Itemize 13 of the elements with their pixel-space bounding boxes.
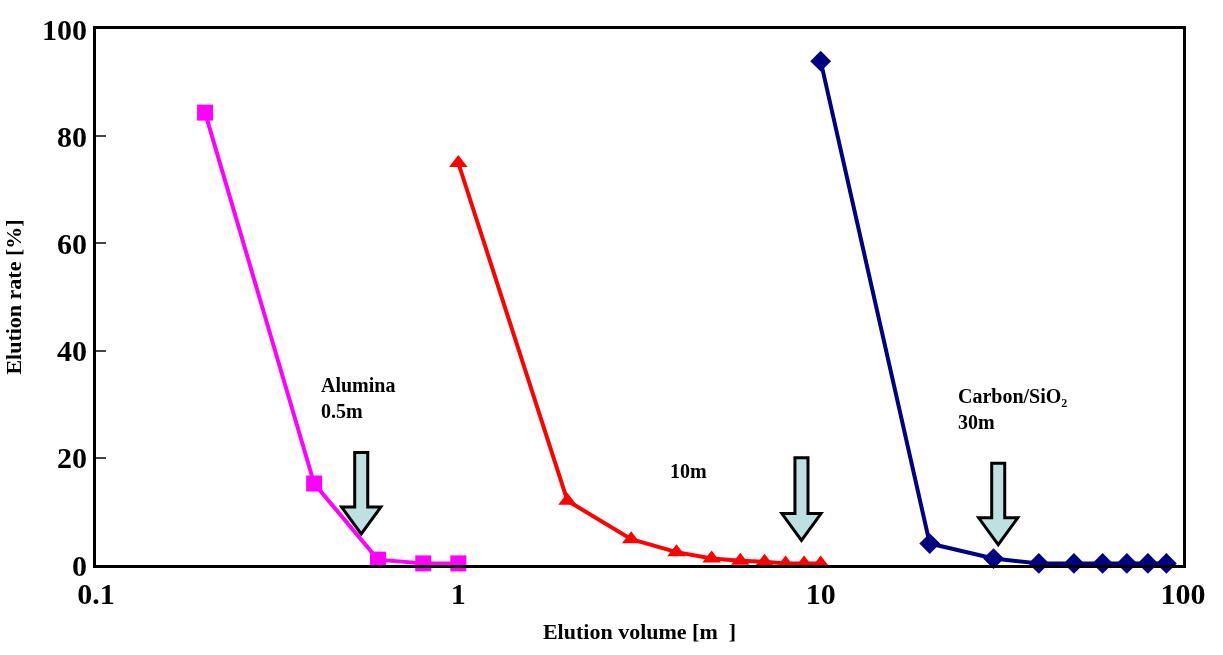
- x-tick-label: 10: [805, 577, 836, 610]
- annotation: Alumina 0.5m: [321, 374, 396, 422]
- y-tick-label: 40: [57, 334, 87, 368]
- y-tick-label: 60: [57, 226, 87, 260]
- x-tick-label: 100: [1160, 577, 1206, 610]
- y-axis-title: Elution rate [%]: [0, 219, 26, 375]
- annotation: 10m: [670, 460, 707, 482]
- y-tick-label: 100: [42, 12, 87, 46]
- annotation: Carbon/SiO₂ 30m: [958, 385, 1068, 433]
- y-tick-label: 80: [57, 119, 87, 153]
- y-tick-label: 20: [57, 441, 87, 475]
- x-axis-title: Elution volume [m ]: [542, 618, 737, 644]
- x-tick-label: 1: [450, 577, 466, 610]
